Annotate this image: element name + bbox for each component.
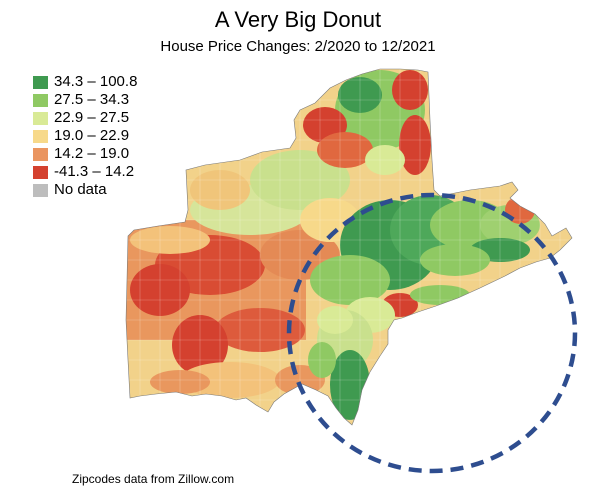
legend-item: -41.3 – 14.2 [33, 163, 137, 181]
legend-label: 22.9 – 27.5 [54, 109, 130, 126]
legend-label: 27.5 – 34.3 [54, 91, 130, 108]
region-fills [126, 69, 572, 425]
map-subtitle: House Price Changes: 2/2020 to 12/2021 [160, 38, 436, 55]
legend-item: 19.0 – 22.9 [33, 127, 137, 145]
legend-swatch [33, 111, 48, 125]
legend-item: No data [33, 181, 137, 199]
legend-item: 14.2 – 19.0 [33, 145, 137, 163]
legend-item: 27.5 – 34.3 [33, 91, 137, 109]
legend-label: 34.3 – 100.8 [54, 73, 138, 90]
legend-swatch [33, 129, 48, 143]
legend: 34.3 – 100.8 27.5 – 34.3 22.9 – 27.5 19.0 –… [33, 73, 137, 199]
legend-swatch [33, 165, 48, 179]
map-title: A Very Big Donut [214, 7, 382, 32]
legend-label: 19.0 – 22.9 [54, 127, 130, 144]
donut-ring [286, 192, 578, 474]
legend-swatch [33, 93, 48, 107]
legend-label: -41.3 – 14.2 [54, 163, 135, 180]
legend-label: No data [54, 181, 107, 198]
state-outline [125, 68, 573, 426]
zip-boundaries [126, 69, 572, 425]
legend-swatch [33, 75, 48, 89]
source-note: Zipcodes data from Zillow.com [72, 472, 235, 486]
legend-swatch [33, 183, 48, 197]
legend-label: 14.2 – 19.0 [54, 145, 130, 162]
legend-item: 22.9 – 27.5 [33, 109, 137, 127]
legend-swatch [33, 147, 48, 161]
legend-item: 34.3 – 100.8 [33, 73, 137, 91]
